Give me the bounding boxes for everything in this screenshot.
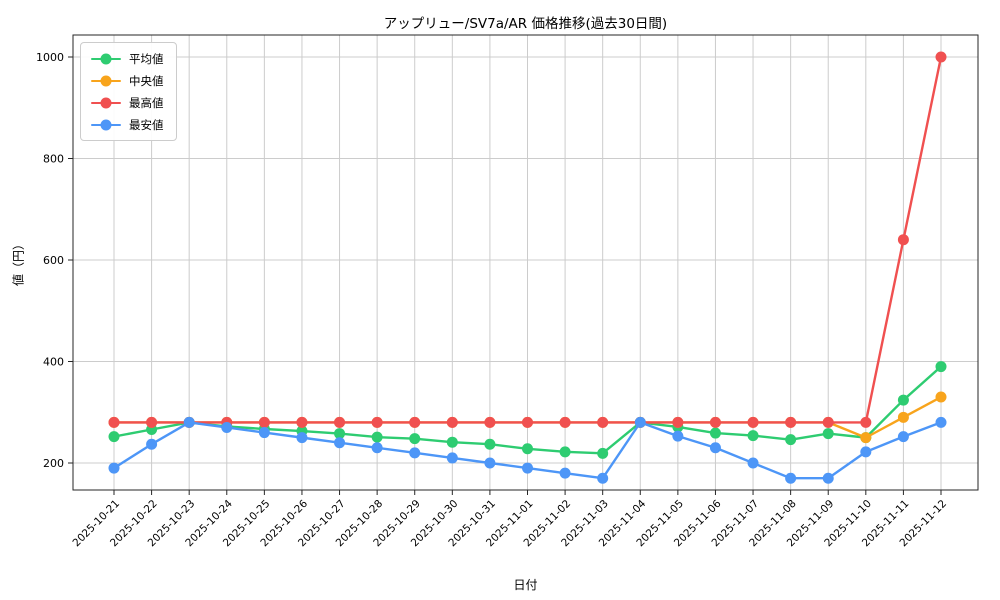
series-max-marker (785, 416, 797, 428)
legend-max-marker-icon (91, 97, 121, 109)
y-tick-label: 400 (43, 356, 64, 369)
series-average-marker (747, 430, 759, 442)
series-min-marker (108, 462, 120, 474)
legend-item: 平均値 (91, 50, 164, 67)
series-max-marker (897, 234, 909, 246)
series-max-marker (860, 416, 872, 428)
legend-label: 中央値 (129, 73, 164, 88)
series-max-marker (409, 416, 421, 428)
series-max-marker (747, 416, 759, 428)
series-average-marker (785, 434, 797, 446)
series-max-marker (296, 416, 308, 428)
series-min-marker (371, 442, 383, 454)
series-average-marker (446, 436, 458, 448)
series-min-marker (221, 421, 233, 433)
series-min-marker (522, 462, 533, 474)
y-tick-label: 1000 (36, 51, 64, 64)
series-min-marker (446, 452, 458, 464)
plot-border (72, 34, 979, 491)
series-min-marker (935, 416, 947, 428)
legend: 平均値中央値最高値最安値 (80, 42, 177, 141)
legend-item: 中央値 (91, 72, 164, 89)
legend-label: 最高値 (129, 95, 164, 110)
series-max-marker (484, 416, 496, 428)
series-average-marker (409, 433, 421, 445)
series-min-marker (296, 432, 308, 444)
series-average-marker (484, 438, 496, 450)
legend-item: 最安値 (91, 116, 164, 133)
series-min-marker (559, 467, 571, 479)
legend-label: 平均値 (129, 51, 164, 66)
series-average-marker (371, 431, 383, 443)
series-min-marker (183, 416, 195, 428)
series-average-marker (897, 394, 909, 406)
series-max-marker (446, 416, 458, 428)
series-max-marker (258, 416, 270, 428)
series-min-marker (484, 457, 496, 469)
series-max-marker (559, 416, 571, 428)
y-axis-label: 値（円） (11, 237, 26, 287)
chart-title: アップリュー/SV7a/AR 価格推移(過去30日間) (383, 16, 668, 32)
legend-min-marker-icon (91, 119, 121, 131)
series-min-marker (597, 472, 609, 484)
series-min-marker (822, 472, 834, 484)
series-average-marker (709, 427, 721, 439)
series-average-marker (935, 361, 947, 373)
y-tick-label: 200 (43, 457, 64, 470)
series-max-marker (822, 416, 834, 428)
series-min-marker (146, 438, 158, 450)
series-max-marker (146, 416, 158, 428)
series-min-marker (634, 416, 646, 428)
series-max-marker (597, 416, 609, 428)
series-min-marker (709, 442, 721, 454)
series-min-marker (897, 431, 909, 443)
series-average-marker (108, 431, 120, 443)
series-max-marker (371, 416, 383, 428)
series-min-marker (334, 437, 346, 449)
series-max-marker (672, 416, 684, 428)
series-min-marker (258, 427, 270, 439)
y-tick-label: 600 (43, 254, 64, 267)
series-average-marker (597, 447, 609, 459)
series-max-marker (334, 416, 346, 428)
series-average-marker (522, 443, 533, 455)
series-min-marker (785, 472, 797, 484)
series-min-marker (747, 457, 759, 469)
series-min-marker (672, 430, 684, 442)
legend-item: 最高値 (91, 94, 164, 111)
series-median-marker (860, 432, 872, 444)
legend-average-marker-icon (91, 53, 121, 65)
series-median-marker (935, 391, 947, 403)
series-max-marker (522, 416, 533, 428)
x-axis-label: 日付 (513, 578, 538, 592)
legend-median-marker-icon (91, 75, 121, 87)
series-average-marker (559, 446, 571, 458)
series-average-marker (822, 428, 834, 440)
series-min-marker (860, 446, 872, 458)
series-min-marker (409, 447, 421, 459)
series-average-marker (334, 428, 346, 440)
series-median-marker (897, 411, 909, 423)
legend-label: 最安値 (129, 117, 164, 132)
y-tick-label: 800 (43, 153, 64, 166)
series-max-marker (709, 416, 721, 428)
series-max-marker (108, 416, 120, 428)
series-max-marker (935, 51, 947, 63)
